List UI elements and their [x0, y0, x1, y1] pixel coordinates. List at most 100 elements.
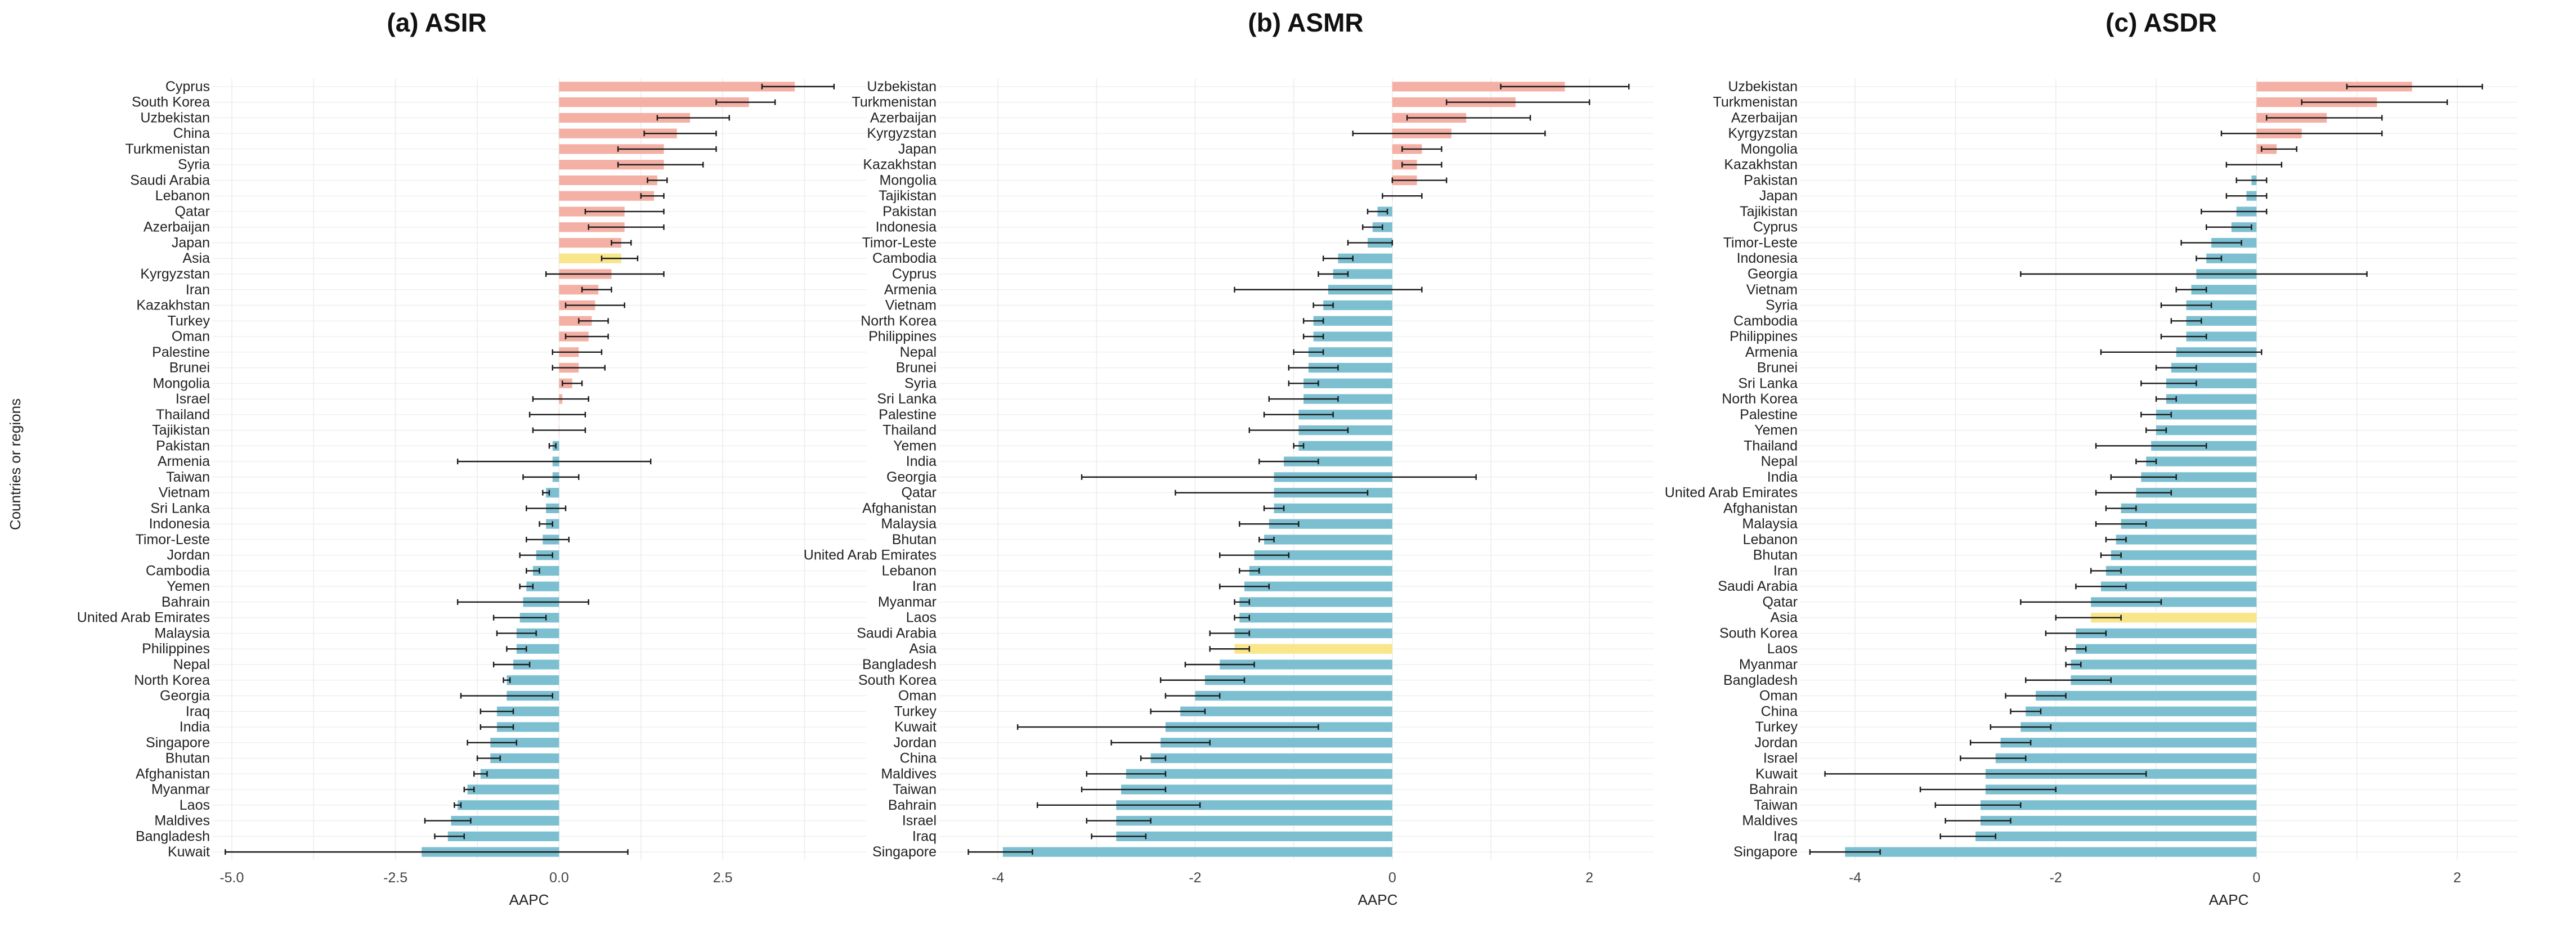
category-label: Qatar: [174, 204, 210, 219]
bar-india: [496, 722, 559, 732]
bar-israel: [1995, 753, 2257, 764]
bar-iran: [1244, 581, 1392, 591]
category-label: Iraq: [912, 828, 937, 844]
bar-turkey: [2021, 722, 2257, 732]
category-label: Philippines: [868, 329, 937, 344]
x-tick-label: 0: [1388, 870, 1396, 886]
bar-bangladesh: [1220, 659, 1392, 670]
category-label: Indonesia: [149, 516, 210, 532]
bar-bangladesh: [447, 831, 559, 841]
bar-china: [2026, 706, 2257, 716]
bar-singapore: [490, 738, 559, 748]
bar-india: [2141, 472, 2257, 482]
bar-nepal: [513, 659, 559, 670]
x-tick-label: -4: [1849, 870, 1861, 886]
category-label: Lebanon: [882, 563, 937, 578]
category-label: Lebanon: [155, 188, 210, 204]
category-label: Myanmar: [1739, 657, 1798, 672]
category-label: Yemen: [1754, 423, 1798, 438]
bar-south-korea: [559, 97, 749, 107]
category-label: Japan: [1759, 188, 1798, 204]
category-label: Myanmar: [878, 594, 937, 610]
category-label: Palestine: [1740, 407, 1798, 423]
bar-uzbekistan: [1392, 82, 1565, 92]
bar-nepal: [2146, 456, 2257, 466]
category-label: Azerbaijan: [144, 219, 210, 235]
category-label: Palestine: [152, 344, 210, 360]
bar-jordan: [1161, 738, 1392, 748]
category-label: Nepal: [1761, 454, 1798, 469]
category-label: Bhutan: [892, 532, 937, 547]
bar-north-korea: [507, 675, 559, 685]
bar-myanmar: [467, 784, 559, 795]
bar-myanmar: [1239, 597, 1392, 607]
category-label: Cyprus: [892, 266, 937, 282]
category-label: Afghanistan: [862, 500, 937, 516]
panel-asdr: (c) ASDR UzbekistanTurkmenistanAzerbaijan…: [1665, 8, 2517, 908]
bar-oman: [1195, 690, 1392, 701]
bar-vietnam: [1323, 300, 1392, 311]
category-label: Malaysia: [881, 516, 937, 532]
category-label: India: [1767, 469, 1798, 485]
category-label: Kyrgyzstan: [867, 125, 937, 141]
category-label: Armenia: [884, 282, 937, 298]
category-label: Turkey: [894, 703, 937, 719]
bar-maldives: [1980, 815, 2257, 826]
category-label: North Korea: [134, 672, 210, 688]
bar-cambodia: [2186, 316, 2257, 326]
category-label: Thailand: [1744, 438, 1798, 454]
category-label: Cambodia: [146, 563, 210, 578]
bar-bangladesh: [2071, 675, 2257, 685]
category-label: Pakistan: [1744, 172, 1798, 188]
x-tick-label: 2.5: [713, 870, 733, 886]
bar-lebanon: [559, 191, 655, 201]
category-label: Kuwait: [168, 844, 210, 860]
category-label: Bangladesh: [1723, 672, 1798, 688]
bar-north-korea: [2166, 394, 2257, 404]
bar-lebanon: [2116, 535, 2257, 545]
category-label: Saudi Arabia: [1718, 578, 1798, 594]
category-label: China: [1761, 703, 1798, 719]
category-label: Malaysia: [1742, 516, 1798, 532]
category-label: Nepal: [173, 657, 210, 672]
category-label: Afghanistan: [1723, 500, 1798, 516]
category-label: Laos: [1767, 641, 1798, 657]
category-label: Mongolia: [880, 172, 937, 188]
category-label: Jordan: [1755, 735, 1798, 751]
category-label: Armenia: [158, 454, 210, 469]
category-label: Yemen: [893, 438, 937, 454]
bar-cambodia: [1338, 253, 1392, 263]
category-label: Maldives: [881, 766, 937, 782]
bar-singapore: [1845, 847, 2257, 857]
category-label: Uzbekistan: [1728, 79, 1798, 95]
category-label: South Korea: [1719, 625, 1798, 641]
category-label: North Korea: [861, 313, 937, 329]
category-label: Brunei: [1757, 360, 1798, 376]
category-label: Iraq: [1773, 828, 1798, 844]
category-label: Thailand: [882, 423, 937, 438]
category-label: Kazakhstan: [136, 298, 210, 313]
category-label: Afghanistan: [136, 766, 210, 782]
category-label: Vietnam: [159, 485, 210, 501]
category-label: Uzbekistan: [867, 79, 937, 95]
bar-oman: [2036, 690, 2257, 701]
category-label: China: [900, 751, 937, 766]
category-label: Bangladesh: [862, 657, 937, 672]
category-label: India: [180, 719, 210, 735]
category-label: Tajikistan: [879, 188, 937, 204]
category-label: Laos: [906, 610, 937, 626]
category-label: Bahrain: [1749, 782, 1798, 797]
category-label: Brunei: [896, 360, 937, 376]
category-label: Kyrgyzstan: [140, 266, 210, 282]
category-label: Indonesia: [1737, 250, 1798, 266]
category-label: Sri Lanka: [1738, 375, 1798, 391]
category-label: Qatar: [901, 485, 937, 501]
category-label: Singapore: [872, 844, 937, 860]
category-label: Myanmar: [151, 782, 210, 797]
category-label: Armenia: [1745, 344, 1798, 360]
category-label: Georgia: [886, 469, 937, 485]
panel-title: (a) ASIR: [387, 8, 486, 37]
category-label: Oman: [898, 688, 937, 704]
category-label: Singapore: [146, 735, 210, 751]
